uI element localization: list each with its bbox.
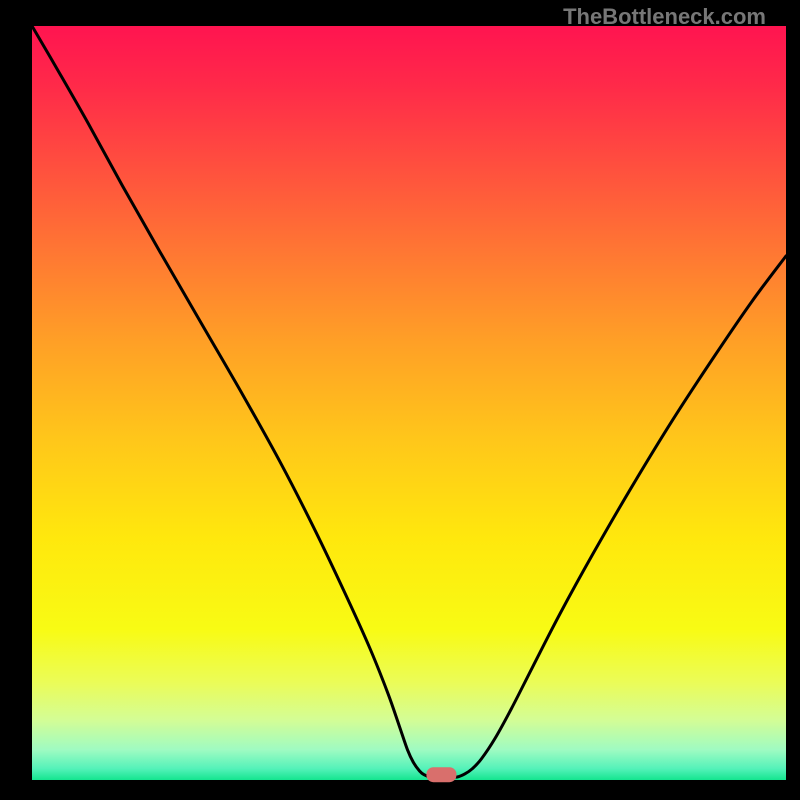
plot-background bbox=[32, 26, 786, 780]
bottleneck-chart: TheBottleneck.com bbox=[0, 0, 800, 800]
chart-plot bbox=[0, 0, 800, 800]
watermark-label: TheBottleneck.com bbox=[563, 4, 766, 30]
optimal-marker bbox=[426, 767, 456, 782]
